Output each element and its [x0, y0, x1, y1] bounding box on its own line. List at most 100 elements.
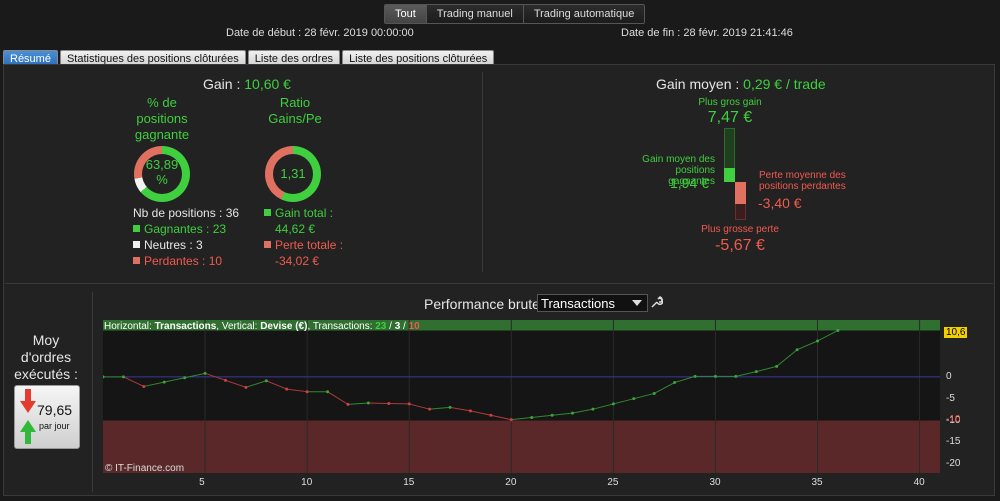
- positions-stats: Nb de positions : 36 Gagnantes : 23 Neut…: [133, 205, 239, 269]
- gain-zone: [103, 320, 940, 331]
- start-date: Date de début : 28 févr. 2019 00:00:00: [226, 27, 414, 39]
- loss-segment: [204, 372, 226, 381]
- data-point: [693, 374, 697, 378]
- gain-total-value: 44,62 €: [275, 222, 316, 236]
- data-point: [387, 401, 391, 405]
- arrow-down-icon: [20, 389, 36, 413]
- neutral-square-icon: [133, 241, 140, 248]
- data-point: [183, 376, 187, 380]
- data-point: [142, 384, 146, 388]
- loss-segment: [123, 376, 145, 387]
- data-point: [591, 407, 595, 411]
- orders-per-day-value: 79,65: [37, 402, 73, 418]
- tab-all[interactable]: Tout: [385, 5, 427, 23]
- data-point: [652, 391, 656, 395]
- tab-summary[interactable]: Résumé: [3, 50, 58, 67]
- gain-segment: [633, 392, 655, 400]
- data-point: [632, 397, 636, 401]
- gain-segment: [613, 398, 634, 405]
- gain-segment: [347, 402, 369, 405]
- data-point: [428, 407, 432, 411]
- data-point: [264, 379, 268, 383]
- y-tick-label: -15: [946, 436, 961, 448]
- data-point: [407, 402, 411, 406]
- data-point: [448, 405, 452, 409]
- orders-per-day-card: 79,65 par jour: [14, 385, 80, 449]
- winners-square-icon: [133, 225, 140, 232]
- data-point: [754, 370, 758, 374]
- loss-segment: [266, 380, 287, 390]
- y-tick-label: -10: [946, 414, 961, 426]
- chart-title: Performance brute: [424, 296, 540, 312]
- positions-neutral: Neutres : 3: [144, 238, 203, 252]
- best-gain-label: Plus gros gain: [698, 97, 762, 108]
- loss-total-value: -34,02 €: [275, 254, 320, 268]
- gain-segment: [245, 380, 267, 388]
- gain-summary: Gain : 10,60 €: [203, 76, 291, 92]
- chart-gridlines: [204, 320, 921, 473]
- data-point: [611, 402, 615, 406]
- loss-zone: [103, 420, 940, 473]
- gain-segment: [735, 371, 757, 377]
- data-point: [816, 339, 820, 343]
- orders-per-day-unit: par jour: [39, 421, 70, 431]
- tab-manual-trading[interactable]: Trading manuel: [426, 5, 524, 23]
- loss-total-square-icon: [264, 241, 271, 248]
- y-tick-label: 0: [946, 370, 952, 382]
- worst-loss-value: -5,67 €: [715, 237, 765, 254]
- x-tick-label: 30: [709, 477, 721, 488]
- gain-segment: [776, 349, 798, 367]
- average-gain-label: Gain moyen :: [656, 76, 740, 92]
- chevron-down-icon: [632, 300, 642, 306]
- data-point: [530, 415, 534, 419]
- avg-win-label: Gain moyen des positions gagnantes: [642, 154, 715, 187]
- gain-segment: [817, 330, 839, 342]
- x-tick-label: 15: [403, 477, 415, 488]
- data-point: [326, 390, 330, 394]
- avg-loss-label: Perte moyenne des positions perdantes: [759, 170, 846, 192]
- gain-segment: [511, 416, 532, 421]
- data-point: [162, 380, 166, 384]
- gain-segment: [552, 412, 573, 416]
- data-point: [713, 374, 717, 378]
- ratio-donut: 1,31: [265, 146, 321, 202]
- tab-order-list[interactable]: Liste des ordres: [247, 50, 341, 67]
- loss-total-label: Perte totale :: [275, 238, 344, 252]
- loss-segment: [490, 414, 512, 421]
- average-win-bar: [724, 168, 735, 182]
- gain-segment: [184, 372, 206, 379]
- gain-segment: [164, 377, 185, 383]
- wrench-icon[interactable]: [650, 296, 663, 309]
- chart-series-lines: [103, 330, 839, 421]
- data-point: [775, 364, 779, 368]
- data-point: [836, 328, 840, 332]
- loss-segment: [470, 410, 491, 416]
- loss-segment: [449, 406, 471, 412]
- average-gain: Gain moyen : 0,29 € / trade: [656, 76, 826, 92]
- data-point: [468, 409, 472, 413]
- avg-loss-value: -3,40 €: [758, 195, 802, 211]
- tab-closed-position-stats[interactable]: Statistiques des positions clôturées: [59, 50, 246, 67]
- tab-closed-position-list[interactable]: Liste des positions clôturées: [342, 50, 495, 67]
- positions-winners: Gagnantes : 23: [144, 222, 227, 236]
- gain-segment: [429, 406, 451, 410]
- tab-automatic-trading[interactable]: Trading automatique: [523, 5, 645, 23]
- data-point: [346, 402, 350, 406]
- data-point: [223, 378, 227, 382]
- avg-win-value: 1,94 €: [670, 175, 709, 191]
- performance-chart: [103, 320, 940, 473]
- gain-label: Gain :: [203, 76, 241, 92]
- orders-per-day-label: Moy d'ordres exécutés :: [14, 332, 78, 382]
- average-loss-bar: [735, 182, 746, 204]
- y-tick-label: -5: [946, 392, 955, 404]
- losers-square-icon: [133, 257, 140, 264]
- chart-type-select[interactable]: Transactions: [537, 294, 648, 312]
- loss-segment: [286, 388, 308, 393]
- data-point: [509, 418, 513, 422]
- chart-info-bar: Horizontal: Transactions, Vertical: Devi…: [104, 321, 420, 332]
- data-point: [795, 348, 799, 352]
- data-point: [366, 401, 370, 405]
- loss-segment: [225, 379, 247, 388]
- horizontal-divider: [5, 283, 993, 284]
- positions-total: Nb de positions : 36: [133, 206, 240, 220]
